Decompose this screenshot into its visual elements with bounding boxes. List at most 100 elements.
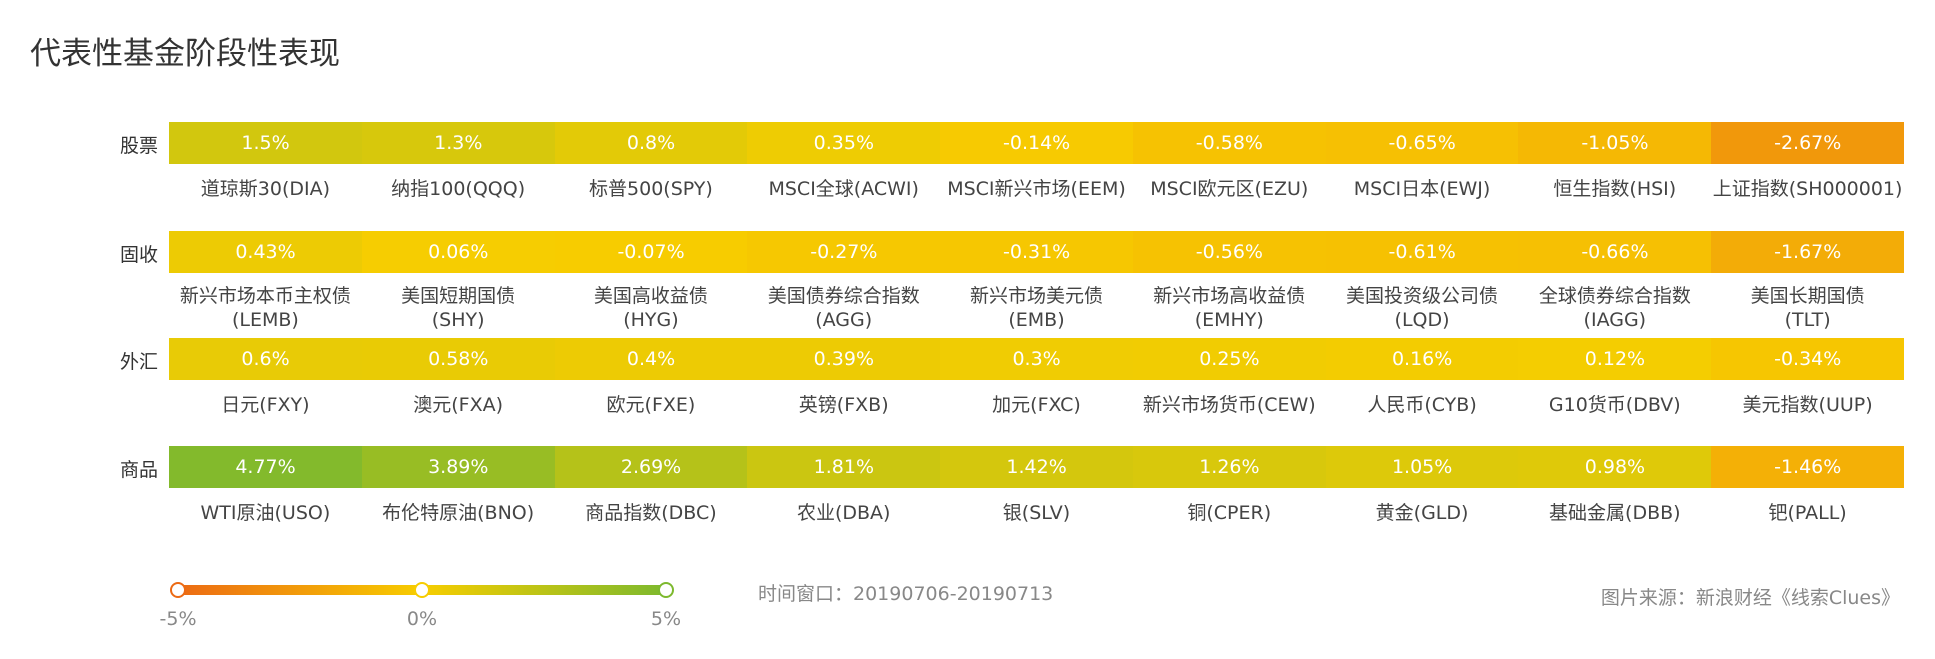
- fund-name: MSCI全球(ACWI): [768, 178, 919, 200]
- heat-cell: 1.26%: [1132, 446, 1326, 488]
- value-label: 0.35%: [813, 132, 874, 154]
- fund-name: 澳元(FXA): [413, 394, 504, 416]
- value-label: -0.34%: [1774, 348, 1842, 370]
- value-label: -1.67%: [1774, 241, 1842, 263]
- value-label: 0.12%: [1584, 348, 1646, 370]
- colorbar-tick-label: 5%: [651, 608, 681, 630]
- colorbar-tick: [414, 582, 430, 598]
- source: 图片来源：新浪财经《线索Clues》: [1600, 587, 1900, 609]
- value-label: 0.25%: [1199, 348, 1260, 370]
- colorbar-tick-label: -5%: [160, 608, 197, 630]
- fund-name: MSCI欧元区(EZU): [1150, 178, 1309, 200]
- heat-cell: 1.05%: [1325, 446, 1519, 488]
- value-label: -0.58%: [1195, 132, 1263, 154]
- heat-cell: 1.81%: [747, 446, 941, 488]
- fund-name: 美国债券综合指数 (AGG): [767, 285, 920, 331]
- heat-cell: 4.77%: [169, 446, 362, 488]
- fund-name: G10货币(DBV): [1548, 394, 1681, 416]
- value-label: -0.14%: [1003, 132, 1071, 154]
- heat-cell: 0.8%: [554, 122, 748, 164]
- value-label: -0.61%: [1388, 241, 1456, 263]
- fund-name: 银(SLV): [1002, 502, 1071, 524]
- value-label: -0.27%: [810, 241, 878, 263]
- value-label: 1.3%: [434, 132, 483, 154]
- colorbar-tick: [658, 582, 674, 598]
- heat-cell: 0.35%: [747, 122, 941, 164]
- heat-cell: 0.4%: [554, 338, 748, 380]
- value-label: 0.8%: [626, 132, 676, 154]
- heat-cell: 0.43%: [169, 231, 362, 273]
- fund-name: 新兴市场货币(CEW): [1142, 394, 1316, 416]
- heat-cell: 0.98%: [1518, 446, 1712, 488]
- fund-name: 新兴市场本币主权债 (LEMB): [179, 285, 351, 331]
- value-label: 1.5%: [241, 132, 290, 154]
- value-label: 0.6%: [241, 348, 290, 370]
- value-label: 0.39%: [813, 348, 874, 370]
- heat-cell: 1.3%: [361, 122, 555, 164]
- time-window: 时间窗口：20190706-20190713: [758, 583, 1054, 605]
- heat-cell: -1.46%: [1711, 446, 1905, 488]
- value-label: 0.4%: [626, 348, 676, 370]
- value-label: 0.16%: [1391, 348, 1453, 370]
- fund-name: 道琼斯30(DIA): [200, 178, 330, 200]
- heat-cell: -1.67%: [1711, 231, 1905, 273]
- value-label: 1.81%: [813, 456, 874, 478]
- heat-cell: 3.89%: [361, 446, 555, 488]
- fund-name: 美国短期国债 (SHY): [401, 285, 516, 331]
- fund-name: 新兴市场美元债 (EMB): [969, 285, 1103, 331]
- fund-name: 加元(FXC): [992, 394, 1081, 416]
- heat-cell: -0.31%: [940, 231, 1134, 273]
- value-label: -0.07%: [617, 241, 685, 263]
- fund-name: 纳指100(QQQ): [391, 178, 526, 200]
- value-label: 0.98%: [1584, 456, 1646, 478]
- fund-name: 美国高收益债 (HYG): [593, 285, 708, 331]
- fund-name: 商品指数(DBC): [585, 502, 717, 524]
- fund-name: MSCI新兴市场(EEM): [947, 178, 1126, 200]
- value-label: 1.05%: [1391, 456, 1453, 478]
- heat-cell: 1.42%: [940, 446, 1134, 488]
- value-label: -1.46%: [1774, 456, 1842, 478]
- fund-name: 英镑(FXB): [798, 394, 889, 416]
- value-label: -2.67%: [1774, 132, 1842, 154]
- heat-cell: 2.69%: [554, 446, 748, 488]
- heat-cell: 0.16%: [1325, 338, 1519, 380]
- fund-name: WTI原油(USO): [200, 502, 331, 524]
- fund-name: 日元(FXY): [221, 394, 310, 416]
- fund-name: 美国长期国债 (TLT): [1750, 285, 1865, 331]
- heat-cell: 0.3%: [940, 338, 1134, 380]
- value-label: -0.31%: [1003, 241, 1071, 263]
- value-label: 0.06%: [428, 241, 489, 263]
- heat-cell: 0.58%: [361, 338, 555, 380]
- value-label: 2.69%: [620, 456, 682, 478]
- heat-cell: -0.61%: [1325, 231, 1519, 273]
- heat-cell: -2.67%: [1711, 122, 1905, 164]
- colorbar-tick: [170, 582, 186, 598]
- fund-name: 新兴市场高收益债 (EMHY): [1153, 285, 1306, 331]
- chart-title: 代表性基金阶段性表现: [30, 36, 340, 72]
- heat-cell: -0.34%: [1711, 338, 1905, 380]
- heat-cell: -0.65%: [1325, 122, 1519, 164]
- value-label: 3.89%: [428, 456, 489, 478]
- value-label: -0.65%: [1388, 132, 1456, 154]
- fund-name: 标普500(SPY): [589, 178, 713, 200]
- heat-cell: 0.39%: [747, 338, 941, 380]
- heat-cell: -1.05%: [1518, 122, 1712, 164]
- heat-cell: 0.25%: [1132, 338, 1326, 380]
- fund-name: 人民币(CYB): [1367, 394, 1477, 416]
- fund-name: 布伦特原油(BNO): [382, 502, 535, 524]
- value-label: 1.42%: [1006, 456, 1067, 478]
- heat-cell: -0.14%: [940, 122, 1134, 164]
- value-label: -1.05%: [1581, 132, 1649, 154]
- fund-name: 恒生指数(HSI): [1553, 178, 1677, 200]
- fund-name: 欧元(FXE): [606, 394, 696, 416]
- fund-name: 美国投资级公司债 (LQD): [1346, 285, 1499, 331]
- group-label: 股票: [119, 135, 158, 157]
- heat-cell: 1.5%: [169, 122, 362, 164]
- fund-name: 基础金属(DBB): [1549, 502, 1681, 524]
- heat-cell: -0.07%: [554, 231, 748, 273]
- heat-cell: 0.6%: [169, 338, 362, 380]
- fund-name: 上证指数(SH000001): [1712, 178, 1903, 200]
- fund-name: 农业(DBA): [796, 502, 891, 524]
